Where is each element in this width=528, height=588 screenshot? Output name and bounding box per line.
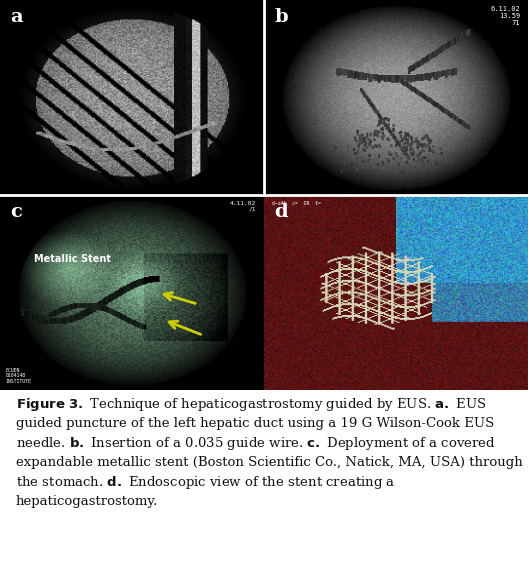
Text: 4.11.02
/1: 4.11.02 /1	[230, 201, 256, 212]
Text: $\mathbf{Figure\ 3.}$ Technique of hepaticogastrostomy guided by EUS. $\mathbf{a: $\mathbf{Figure\ 3.}$ Technique of hepat…	[16, 396, 523, 507]
Text: ECUEN
0104148
INSTITUTE: ECUEN 0104148 INSTITUTE	[5, 368, 31, 384]
Text: b: b	[275, 8, 288, 26]
Text: d: d	[275, 203, 288, 221]
Text: Metallic Stent: Metallic Stent	[34, 253, 111, 263]
Text: 6.11.02
13.59
71: 6.11.02 13.59 71	[491, 6, 520, 26]
Text: d~aft  c=  OR  t=: d~aft c= OR t=	[272, 201, 321, 206]
Text: c: c	[11, 203, 22, 221]
Text: a: a	[11, 8, 23, 26]
